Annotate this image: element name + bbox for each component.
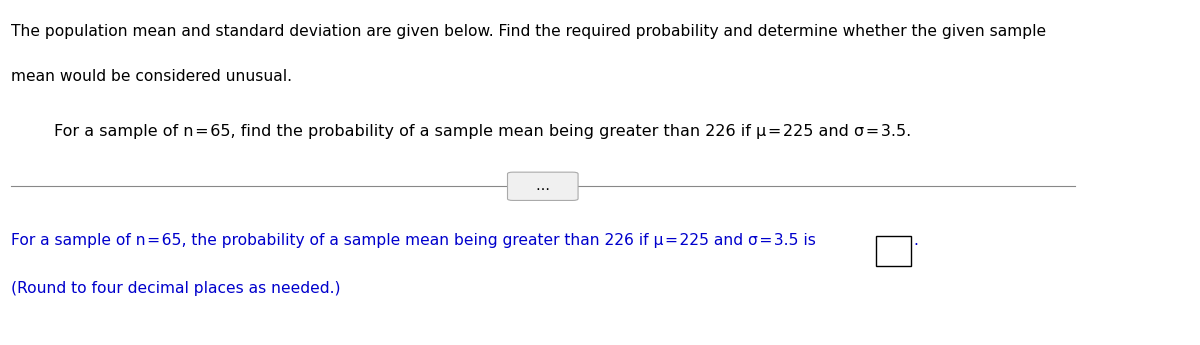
Text: The population mean and standard deviation are given below. Find the required pr: The population mean and standard deviati…	[11, 24, 1046, 39]
Text: For a sample of n = 65, the probability of a sample mean being greater than 226 : For a sample of n = 65, the probability …	[11, 233, 816, 248]
Text: .: .	[913, 233, 918, 248]
Text: For a sample of n = 65, find the probability of a sample mean being greater than: For a sample of n = 65, find the probabi…	[54, 124, 912, 139]
Text: …: …	[535, 179, 550, 193]
FancyBboxPatch shape	[508, 172, 578, 200]
Text: mean would be considered unusual.: mean would be considered unusual.	[11, 69, 292, 84]
Text: (Round to four decimal places as needed.): (Round to four decimal places as needed.…	[11, 281, 341, 296]
FancyBboxPatch shape	[876, 236, 911, 266]
